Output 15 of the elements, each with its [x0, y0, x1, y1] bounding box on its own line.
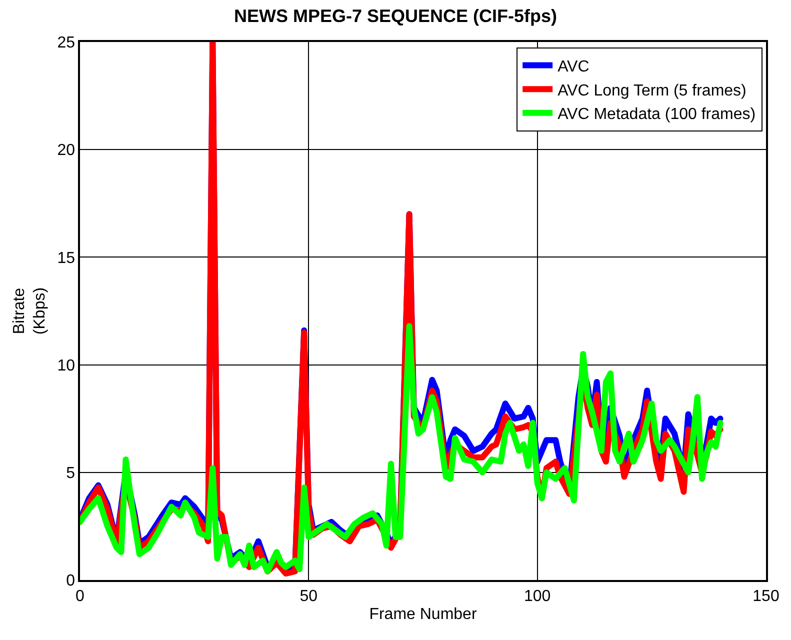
y-axis-title: Bitrate (Kbps) [10, 287, 49, 335]
y-tick-label: 10 [57, 357, 76, 374]
y-tick-label: 15 [57, 250, 76, 267]
x-tick-label: 50 [300, 588, 318, 605]
y-tick-label: 5 [66, 465, 76, 482]
y-tick-label: 20 [57, 142, 76, 160]
y-tick-label: 0 [66, 572, 76, 590]
legend-label: AVC Metadata (100 frames) [558, 106, 756, 124]
legend-label: AVC Long Term (5 frames) [558, 82, 746, 100]
legend-label: AVC [558, 58, 590, 76]
y-tick-label: 25 [57, 34, 76, 52]
x-tick-label: 150 [752, 588, 780, 605]
x-tick-label: 100 [524, 588, 551, 605]
chart-title: NEWS MPEG-7 SEQUENCE (CIF-5fps) [234, 6, 558, 26]
x-axis-title: Frame Number [369, 606, 478, 624]
